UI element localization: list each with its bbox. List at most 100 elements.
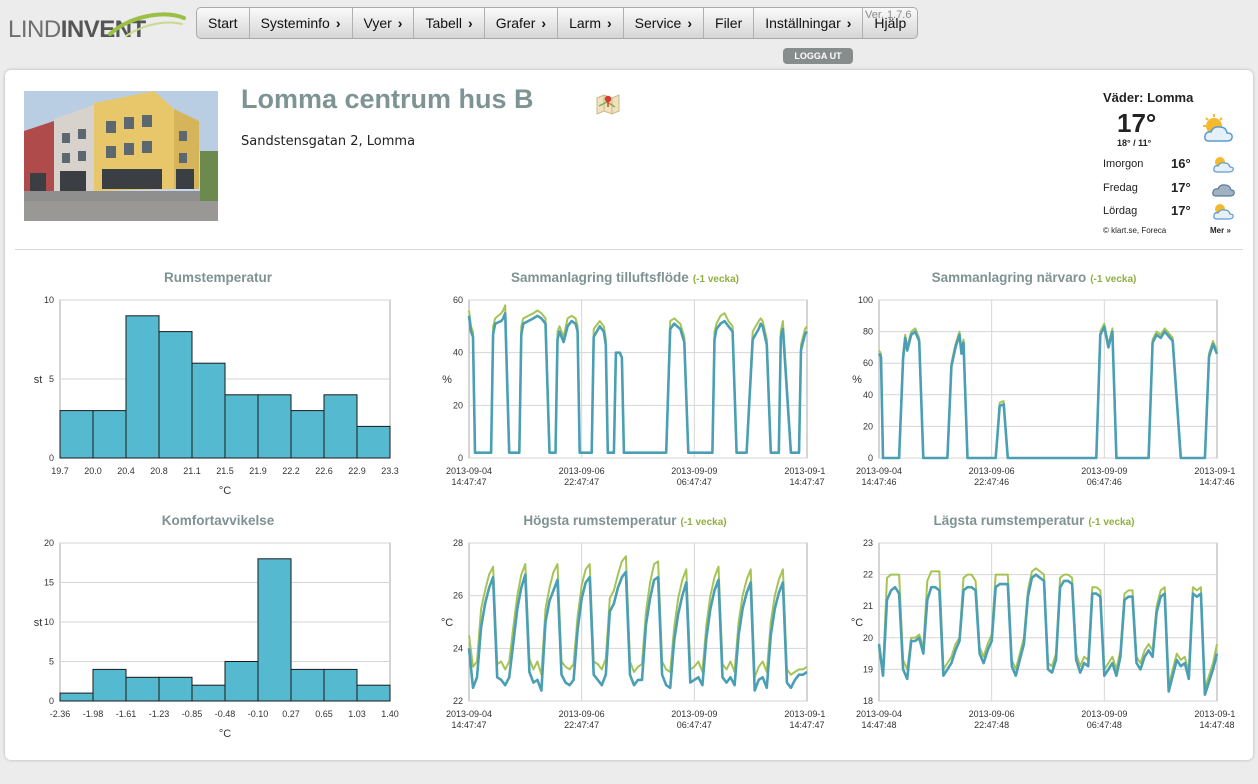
logo-swoosh-icon: [108, 12, 186, 37]
weather-more-link[interactable]: Mer »: [1210, 226, 1231, 235]
x-tick-time: 06:47:47: [677, 477, 712, 487]
weather-day-label: Lördag: [1103, 205, 1138, 217]
chart-2: 020406080100%2013-09-0414:47:462013-09-0…: [852, 295, 1235, 487]
x-tick-label: 20.0: [84, 466, 102, 476]
chart-title-text: Sammanlagring tilluftsflöde: [511, 270, 689, 285]
y-axis-label: %: [852, 374, 862, 386]
nav-item-grafer[interactable]: Grafer ›: [485, 8, 559, 38]
x-tick-label: 22.2: [282, 466, 300, 476]
nav-item-label: Start: [208, 15, 238, 31]
weather-current-temp: 17°: [1117, 108, 1157, 138]
cloudy-icon: [1212, 184, 1235, 197]
x-tick-date: 2013-09-09: [1081, 709, 1127, 719]
x-tick-time: 06:47:46: [1087, 477, 1122, 487]
chart-0: 0 5 10 st 19.7 20.0 20.4 20.8 21.1 21.5 21.9 22.2 22…: [34, 295, 399, 497]
lindinvent-logo: LINDINVENT: [8, 8, 186, 43]
x-tick-date: 2013-09-06: [559, 709, 605, 719]
nav-item-label: Systeminfo: [260, 15, 330, 31]
x-tick-label: 21.5: [216, 466, 234, 476]
histogram-bar: [257, 394, 292, 459]
series-line-blue: [467, 311, 809, 454]
x-tick-label: 19.7: [51, 466, 69, 476]
x-tick-label: -1.61: [116, 709, 137, 719]
x-tick-label: 21.9: [249, 466, 267, 476]
chart-title-text: Högsta rumstemperatur: [523, 513, 677, 528]
x-tick-time: 14:47:48: [861, 720, 896, 730]
y-tick-label: 23: [863, 538, 873, 548]
nav-item-start[interactable]: Start: [197, 8, 250, 38]
chart-title: Högsta rumstemperatur (-1 vecka): [523, 513, 726, 528]
main-panel: Lomma centrum hus B Sandstensgatan 2, Lo…: [5, 70, 1253, 760]
nav-item-label: Vyer: [363, 15, 392, 31]
y-tick-label: 20: [44, 538, 54, 548]
nav-item-inställningar[interactable]: Inställningar ›: [754, 8, 864, 38]
nav-item-service[interactable]: Service ›: [624, 8, 705, 38]
y-tick-label: 0: [868, 453, 873, 463]
x-tick-time: 14:47:46: [861, 477, 896, 487]
weather-day-temp: 17°: [1171, 203, 1191, 218]
nav-item-label: Filer: [715, 15, 743, 31]
y-tick-label: 20: [863, 633, 873, 643]
x-tick-label: 1.03: [348, 709, 366, 719]
x-tick-label: 0.27: [282, 709, 300, 719]
nav-item-filer[interactable]: Filer: [704, 8, 755, 38]
logout-button[interactable]: LOGGA UT: [783, 48, 853, 64]
histogram-bar: [356, 684, 391, 702]
y-tick-label: 60: [453, 295, 463, 305]
x-tick-time: 22:47:46: [974, 477, 1009, 487]
x-tick-date: 2013-09-11: [784, 709, 825, 719]
histogram-bar: [323, 668, 358, 702]
x-tick-time: 14:47:47: [451, 720, 486, 730]
histogram-bar: [257, 558, 292, 702]
x-tick-label: -0.85: [182, 709, 203, 719]
nav-item-systeminfo[interactable]: Systeminfo ›: [250, 8, 353, 38]
partly-cloudy-icon: [1213, 204, 1234, 220]
building-address: Sandstensgatan 2, Lomma: [241, 134, 416, 149]
nav-item-vyer[interactable]: Vyer ›: [353, 8, 415, 38]
x-tick-label: 23.3: [381, 466, 399, 476]
weather-day-temp: 16°: [1171, 156, 1191, 171]
partly-cloudy-icon: [1203, 114, 1233, 142]
weather-day-label: Fredag: [1103, 182, 1138, 194]
y-tick-label: 40: [863, 390, 873, 400]
chevron-right-icon: ›: [397, 15, 403, 31]
nav-item-larm[interactable]: Larm ›: [558, 8, 624, 38]
x-tick-date: 2013-09-09: [671, 709, 717, 719]
chart-1: 0204060%2013-09-0414:47:472013-09-0622:4…: [442, 295, 825, 487]
y-tick-label: 21: [863, 601, 873, 611]
nav-item-hjälp[interactable]: Hjälp: [863, 8, 917, 38]
chart-subtitle: (-1 vecka): [1088, 517, 1135, 528]
x-tick-label: 1.40: [381, 709, 399, 719]
chart-title-text: Komfortavvikelse: [161, 513, 275, 528]
weather-day-row: Lördag 17°: [1103, 203, 1243, 221]
divider: [15, 249, 1243, 250]
plot-area: [878, 299, 1218, 459]
nav-item-label: Hjälp: [874, 15, 907, 31]
series-line-blue: [877, 573, 1219, 696]
chart-title: Sammanlagring närvaro (-1 vecka): [932, 270, 1137, 285]
chart-title: Lägsta rumstemperatur (-1 vecka): [934, 513, 1135, 528]
y-tick-label: 22: [863, 570, 873, 580]
x-tick-date: 2013-09-06: [969, 709, 1015, 719]
y-tick-label: 15: [44, 578, 54, 588]
x-tick-time: 14:47:47: [451, 477, 486, 487]
histogram-bar: [158, 331, 193, 459]
x-tick-date: 2013-09-06: [559, 466, 605, 476]
chevron-right-icon: ›: [541, 15, 547, 31]
series-line-blue: [877, 325, 1219, 460]
x-tick-label: -0.48: [215, 709, 236, 719]
chart-title-text: Lägsta rumstemperatur: [933, 513, 1085, 528]
chevron-right-icon: ›: [687, 15, 693, 31]
chart-subtitle: (-1 vecka): [692, 274, 739, 285]
histogram-bar: [125, 676, 160, 702]
plot-area: [878, 542, 1218, 702]
chart-title-text: Rumstemperatur: [163, 270, 273, 285]
histogram-bar: [356, 425, 391, 459]
weather-credit: © klart.se, Foreca: [1103, 226, 1167, 235]
nav-item-tabell[interactable]: Tabell ›: [414, 8, 485, 38]
histogram-bar: [92, 668, 127, 702]
map-icon[interactable]: [595, 92, 621, 116]
y-tick-label: 100: [858, 295, 873, 305]
weather-day-row: Imorgon 16°: [1103, 156, 1243, 174]
chart-title: Komfortavvikelse: [162, 513, 275, 528]
